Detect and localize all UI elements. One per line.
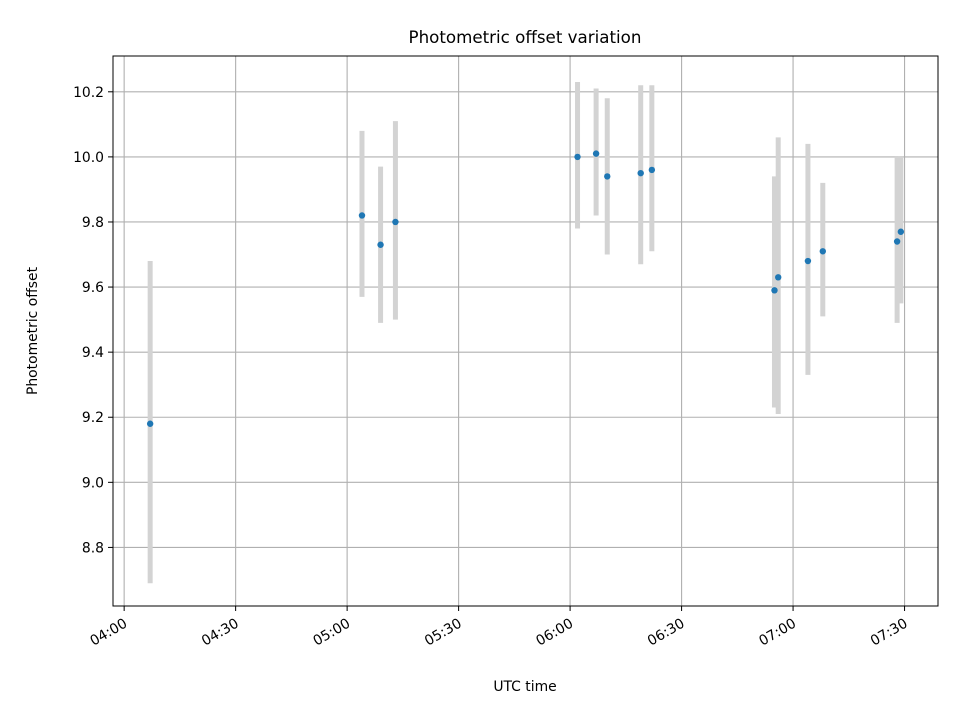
data-point [358, 212, 366, 219]
data-point [771, 287, 778, 294]
x-axis-label: UTC time [493, 679, 556, 695]
y-axis-ticks: 8.8 9.0 9.2 9.4 9.6 9.8 10.0 10.2 [73, 85, 113, 556]
data-point [392, 218, 399, 226]
data-point [604, 173, 611, 180]
y-tick-label: 9.4 [82, 345, 104, 361]
data-point [637, 169, 644, 177]
y-tick-label: 9.2 [82, 410, 104, 426]
data-points [146, 150, 905, 427]
data-point [804, 257, 812, 265]
plot-area-frame [112, 55, 939, 607]
data-point [592, 150, 600, 157]
y-tick-label: 9.0 [82, 475, 104, 491]
y-tick-label: 9.6 [82, 280, 104, 296]
chart-title: Photometric offset variation [409, 27, 642, 47]
data-point [893, 238, 901, 245]
data-point [574, 153, 581, 161]
y-tick-label: 10.0 [73, 150, 104, 166]
data-point [897, 228, 905, 235]
data-point [775, 274, 782, 281]
y-tick-label: 10.2 [73, 85, 104, 101]
data-point [819, 248, 826, 255]
y-axis-label: Photometric offset [25, 266, 41, 395]
data-point [146, 420, 154, 427]
data-point [377, 241, 384, 248]
data-point [648, 166, 656, 174]
y-tick-label: 9.8 [82, 215, 104, 231]
grid-lines [113, 56, 938, 606]
y-tick-label: 8.8 [82, 540, 104, 556]
